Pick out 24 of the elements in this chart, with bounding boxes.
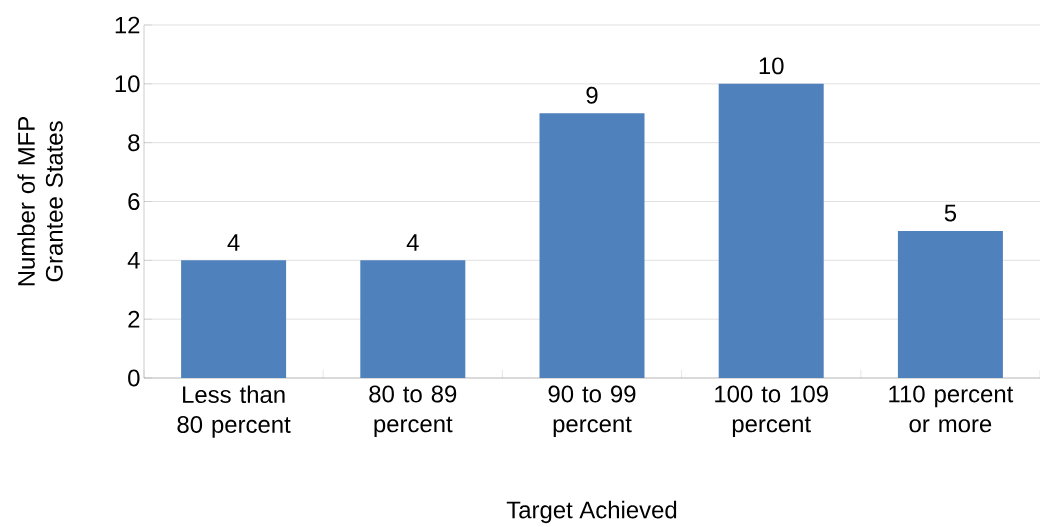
data-label: 10 (759, 57, 784, 75)
y-axis-title: Number of MFP Grantee States (17, 117, 63, 286)
y-tick-label: 12 (115, 16, 140, 34)
bar (539, 113, 645, 378)
x-tick-label: 90 to 99 percent (548, 385, 636, 438)
x-axis-title: Target Achieved (506, 500, 677, 524)
bar (360, 260, 466, 378)
y-tick-label: 10 (115, 75, 140, 93)
x-tick-label: 110 percent or more (889, 385, 1014, 433)
data-label: 5 (944, 204, 957, 222)
y-tick-label: 0 (128, 369, 140, 387)
y-tick-label: 2 (128, 310, 140, 328)
y-tick-label: 8 (128, 134, 140, 152)
x-tick-label: 100 to 109 percent (715, 385, 828, 438)
y-tick-label: 6 (128, 193, 140, 210)
data-label: 4 (227, 234, 240, 251)
bar (897, 230, 1003, 378)
x-tick-label: Less than 80 percent (177, 385, 291, 438)
x-tick-label: 80 to 89 percent (369, 385, 457, 438)
y-tick-label: 4 (127, 252, 140, 269)
bar (181, 260, 287, 378)
bar (718, 83, 824, 378)
data-label: 9 (586, 86, 598, 104)
data-label: 4 (406, 234, 419, 251)
